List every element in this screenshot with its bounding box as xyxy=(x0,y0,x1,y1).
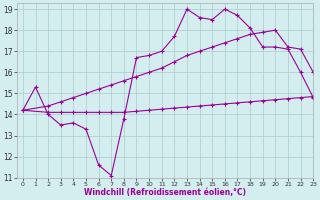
X-axis label: Windchill (Refroidissement éolien,°C): Windchill (Refroidissement éolien,°C) xyxy=(84,188,246,197)
